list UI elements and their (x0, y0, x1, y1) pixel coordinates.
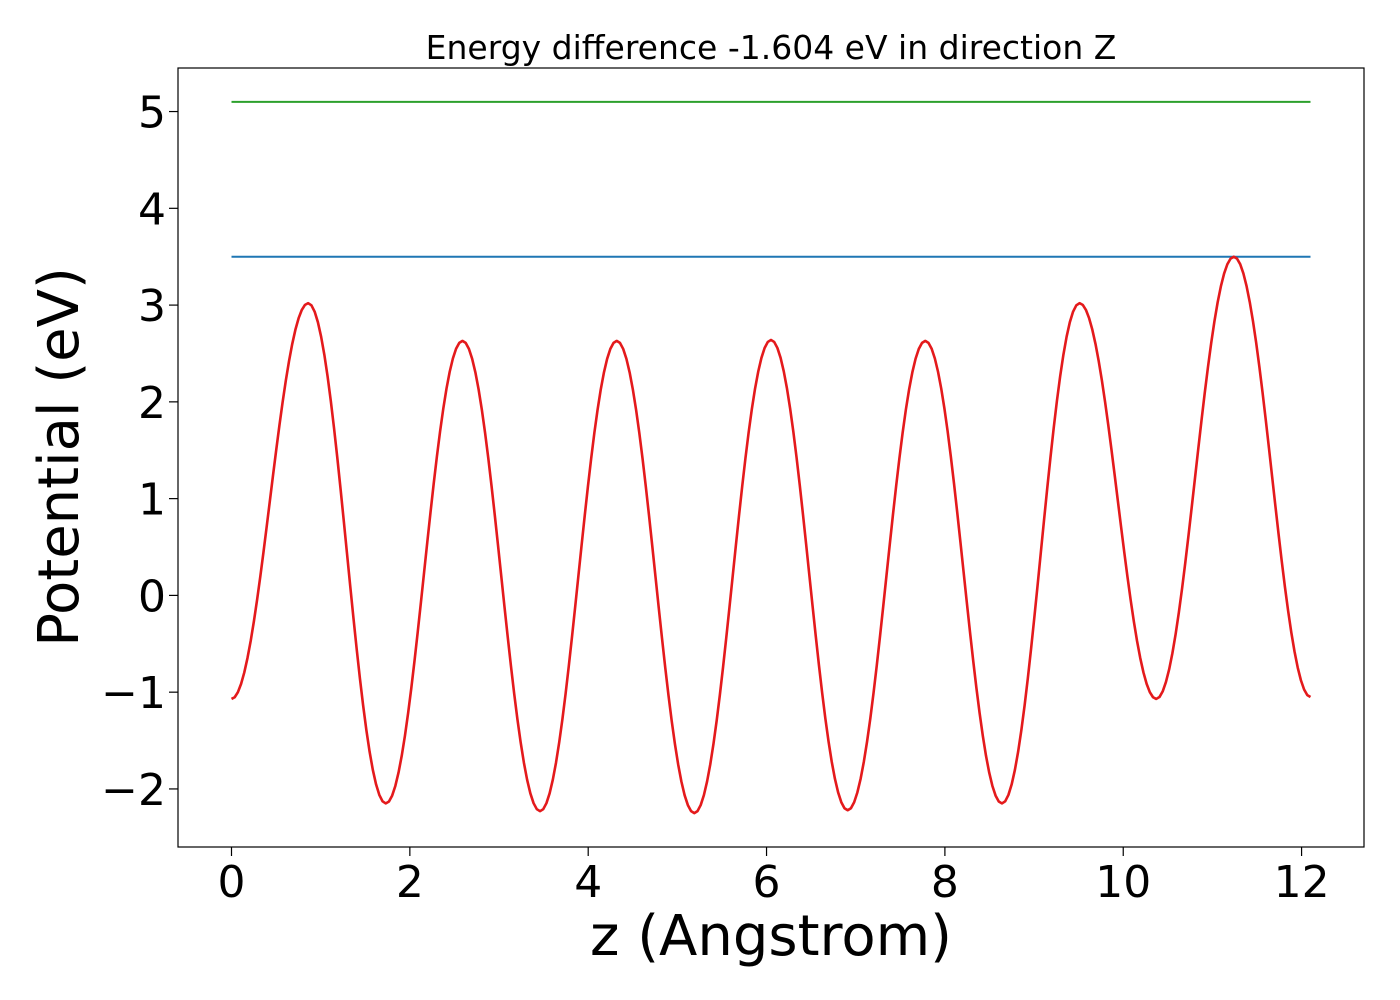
chart-title: Energy difference -1.604 eV in direction… (426, 28, 1117, 67)
x-tick-label: 4 (574, 857, 602, 908)
y-tick-label: −1 (101, 668, 166, 719)
y-axis-ticks: −2 −1 0 1 2 3 4 5 (101, 88, 178, 816)
y-tick-label: 1 (138, 475, 166, 526)
x-tick-label: 0 (218, 857, 246, 908)
x-tick-label: 6 (753, 857, 781, 908)
series-line-3 (230, 255, 1312, 815)
x-tick-label: 12 (1274, 857, 1330, 908)
y-tick-label: 4 (138, 184, 166, 235)
y-tick-label: 3 (138, 281, 166, 332)
x-tick-label: 8 (931, 857, 959, 908)
y-tick-label: 5 (138, 88, 166, 139)
series-layer (230, 100, 1312, 815)
y-axis-label: Potential (eV) (27, 267, 92, 647)
y-tick-label: 0 (138, 571, 166, 622)
y-tick-label: 2 (138, 378, 166, 429)
x-axis-label: z (Angstrom) (590, 904, 952, 969)
plot-frame (177, 67, 1365, 848)
y-tick-label: −2 (101, 765, 166, 816)
x-axis-ticks: 0 2 4 6 8 10 12 (218, 847, 1330, 908)
x-tick-label: 2 (396, 857, 424, 908)
x-tick-label: 10 (1095, 857, 1151, 908)
